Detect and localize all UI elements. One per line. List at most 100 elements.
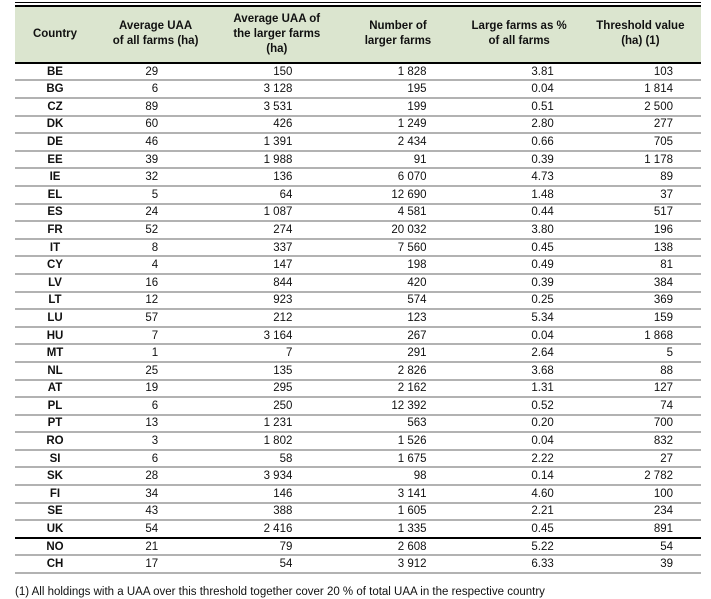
avg-uaa-larger-farms-cell: 3 934 [216, 467, 338, 487]
number-larger-farms-cell: 12 392 [337, 397, 459, 416]
country-cell: DK [15, 115, 95, 135]
avg-uaa-larger-farms-cell: 2 416 [216, 520, 338, 539]
table-row: CH 17 54 3 912 6.33 39 [15, 555, 701, 575]
table-row: IT 8 337 7 560 0.45 138 [15, 238, 701, 258]
country-cell: UK [15, 520, 95, 539]
large-farms-percent-cell: 2.22 [458, 449, 580, 469]
avg-uaa-all-farms-cell: 52 [95, 221, 217, 240]
col-header-country: Country [15, 5, 95, 64]
table-row: MT 1 7 291 2.64 5 [15, 344, 701, 363]
avg-uaa-larger-farms-cell: 136 [216, 168, 338, 187]
avg-uaa-all-farms-cell: 32 [95, 168, 217, 187]
table-row: UK 54 2 416 1 335 0.45 891 [15, 520, 701, 539]
avg-uaa-larger-farms-cell: 135 [216, 361, 338, 381]
threshold-value-cell: 27 [579, 449, 701, 469]
avg-uaa-all-farms-cell: 6 [95, 80, 217, 99]
table-row: LU 57 212 123 5.34 159 [15, 309, 701, 328]
avg-uaa-larger-farms-cell: 54 [216, 555, 338, 575]
number-larger-farms-cell: 1 249 [337, 115, 459, 135]
threshold-value-cell: 277 [579, 115, 701, 135]
table-row: DE 46 1 391 2 434 0.66 705 [15, 133, 701, 152]
table-top-rule [15, 2, 701, 5]
country-cell: BE [15, 62, 95, 82]
large-farms-percent-cell: 0.04 [458, 80, 580, 99]
farm-statistics-table: Country Average UAA of all farms (ha) Av… [15, 5, 701, 575]
table-row: EE 39 1 988 91 0.39 1 178 [15, 150, 701, 170]
avg-uaa-all-farms-cell: 17 [95, 555, 217, 575]
large-farms-percent-cell: 1.31 [458, 379, 580, 399]
country-cell: NO [15, 537, 95, 557]
avg-uaa-larger-farms-cell: 3 531 [216, 98, 338, 117]
col-header-avg-uaa-larger-farms: Average UAA of the larger farms (ha) [216, 5, 338, 64]
table-row: FR 52 274 20 032 3.80 196 [15, 221, 701, 240]
number-larger-farms-cell: 563 [337, 414, 459, 434]
avg-uaa-all-farms-cell: 29 [95, 62, 217, 82]
number-larger-farms-cell: 1 605 [337, 502, 459, 522]
avg-uaa-all-farms-cell: 6 [95, 397, 217, 416]
avg-uaa-all-farms-cell: 60 [95, 115, 217, 135]
threshold-value-cell: 5 [579, 344, 701, 363]
table-row: EL 5 64 12 690 1.48 37 [15, 185, 701, 205]
avg-uaa-all-farms-cell: 19 [95, 379, 217, 399]
avg-uaa-all-farms-cell: 57 [95, 309, 217, 328]
avg-uaa-larger-farms-cell: 426 [216, 115, 338, 135]
large-farms-percent-cell: 6.33 [458, 555, 580, 575]
avg-uaa-all-farms-cell: 39 [95, 150, 217, 170]
country-cell: NL [15, 361, 95, 381]
number-larger-farms-cell: 2 434 [337, 133, 459, 152]
large-farms-percent-cell: 0.44 [458, 203, 580, 223]
avg-uaa-all-farms-cell: 21 [95, 537, 217, 557]
avg-uaa-larger-farms-cell: 150 [216, 62, 338, 82]
number-larger-farms-cell: 7 560 [337, 238, 459, 258]
avg-uaa-larger-farms-cell: 1 087 [216, 203, 338, 223]
large-farms-percent-cell: 1.48 [458, 185, 580, 205]
number-larger-farms-cell: 198 [337, 256, 459, 275]
large-farms-percent-cell: 2.21 [458, 502, 580, 522]
col-header-avg-uaa-all-farms: Average UAA of all farms (ha) [95, 5, 217, 64]
large-farms-percent-cell: 0.52 [458, 397, 580, 416]
large-farms-percent-cell: 0.49 [458, 256, 580, 275]
table-row: ES 24 1 087 4 581 0.44 517 [15, 203, 701, 223]
number-larger-farms-cell: 98 [337, 467, 459, 487]
table-row: LT 12 923 574 0.25 369 [15, 291, 701, 311]
large-farms-percent-cell: 3.68 [458, 361, 580, 381]
country-cell: EE [15, 150, 95, 170]
threshold-value-cell: 88 [579, 361, 701, 381]
country-cell: LV [15, 273, 95, 293]
table-row: CY 4 147 198 0.49 81 [15, 256, 701, 275]
large-farms-percent-cell: 0.45 [458, 520, 580, 539]
avg-uaa-larger-farms-cell: 250 [216, 397, 338, 416]
avg-uaa-all-farms-cell: 1 [95, 344, 217, 363]
large-farms-percent-cell: 0.20 [458, 414, 580, 434]
threshold-value-cell: 369 [579, 291, 701, 311]
table-row: LV 16 844 420 0.39 384 [15, 273, 701, 293]
number-larger-farms-cell: 3 912 [337, 555, 459, 575]
avg-uaa-larger-farms-cell: 1 391 [216, 133, 338, 152]
table-row: BE 29 150 1 828 3.81 103 [15, 62, 701, 82]
threshold-value-cell: 2 782 [579, 467, 701, 487]
avg-uaa-larger-farms-cell: 79 [216, 537, 338, 557]
table-row: BG 6 3 128 195 0.04 1 814 [15, 80, 701, 99]
avg-uaa-larger-farms-cell: 1 231 [216, 414, 338, 434]
large-farms-percent-cell: 2.64 [458, 344, 580, 363]
table-row: CZ 89 3 531 199 0.51 2 500 [15, 98, 701, 117]
country-cell: IE [15, 168, 95, 187]
country-cell: ES [15, 203, 95, 223]
number-larger-farms-cell: 6 070 [337, 168, 459, 187]
number-larger-farms-cell: 1 828 [337, 62, 459, 82]
table-row: SI 6 58 1 675 2.22 27 [15, 449, 701, 469]
threshold-value-cell: 234 [579, 502, 701, 522]
large-farms-percent-cell: 3.80 [458, 221, 580, 240]
country-cell: BG [15, 80, 95, 99]
table-row: SE 43 388 1 605 2.21 234 [15, 502, 701, 522]
large-farms-percent-cell: 0.25 [458, 291, 580, 311]
large-farms-percent-cell: 4.60 [458, 485, 580, 504]
threshold-value-cell: 705 [579, 133, 701, 152]
country-cell: CZ [15, 98, 95, 117]
avg-uaa-all-farms-cell: 4 [95, 256, 217, 275]
threshold-value-cell: 127 [579, 379, 701, 399]
threshold-value-cell: 89 [579, 168, 701, 187]
number-larger-farms-cell: 195 [337, 80, 459, 99]
large-farms-percent-cell: 0.51 [458, 98, 580, 117]
table-row: DK 60 426 1 249 2.80 277 [15, 115, 701, 135]
